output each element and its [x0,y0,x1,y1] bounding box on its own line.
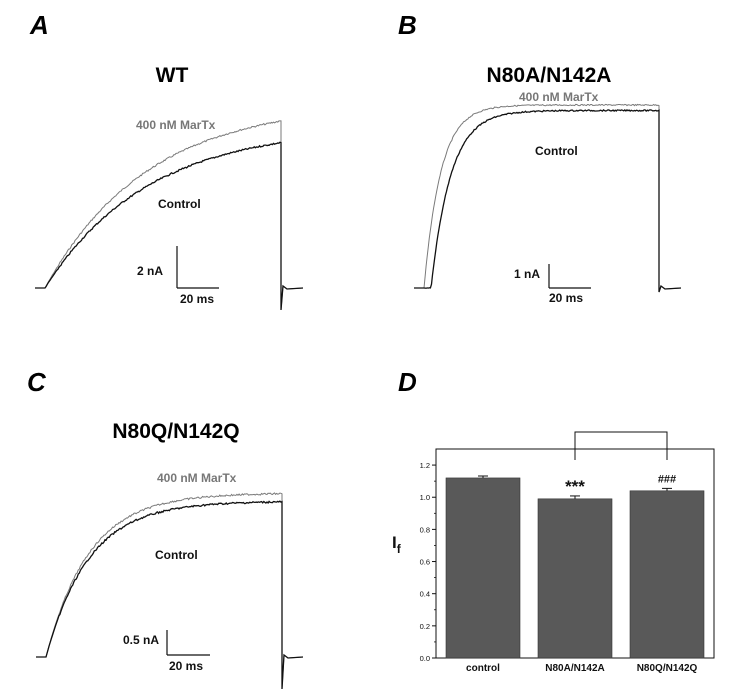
panel-c-letter: C [27,367,47,397]
panel-a-letter: A [29,10,49,40]
y-tick-label: 0.8 [420,525,430,534]
label-b-control: Control [535,144,578,158]
y-axis-ticks: 0.0 0.2 0.4 0.6 0.8 1.0 1.2 [420,461,436,663]
category-label: control [466,663,500,674]
scalebar-c: 0.5 nA 20 ms [123,630,210,673]
trace-a-control [35,141,304,311]
y-tick-label: 0.6 [420,558,430,567]
y-tick-label: 1.2 [420,461,430,470]
y-axis-label-sub: f [397,542,402,556]
y-tick-label: 1.0 [420,493,430,502]
bar-control [445,477,521,659]
trace-b-martx [414,103,682,293]
panel-a-title: WT [156,64,189,87]
trace-a-martx [35,120,304,311]
scalebar-a-ylabel: 2 nA [137,264,163,278]
bars [445,475,705,659]
bar-chart-d: If 0.0 0.2 0.4 0.6 0.8 1.0 1.2 control N80A/N14… [392,431,715,674]
scalebar-c-ylabel: 0.5 nA [123,633,159,647]
annotations: *** ### [565,431,676,496]
panel-b-letter: B [398,10,417,40]
trace-c-control [36,500,304,690]
panel-d-letter: D [398,367,417,397]
y-axis-label: If [392,533,402,556]
significance-stars: *** [565,477,585,496]
category-labels: control N80A/N142A N80Q/N142Q [466,663,697,674]
bar-n80a-n142a [537,498,613,659]
scalebar-b-ylabel: 1 nA [514,267,540,281]
y-tick-label: 0.4 [420,590,430,599]
panel-d: D If 0.0 0.2 0.4 0.6 0.8 1.0 1.2 control N80A/N… [392,367,715,674]
panel-a: A WT 400 nM MarTx Control 2 nA 20 ms [29,10,304,311]
scalebar-c-xlabel: 20 ms [169,659,203,673]
trace-c-martx [36,492,304,690]
label-a-control: Control [158,197,201,211]
y-tick-label: 0.2 [420,622,430,631]
scalebar-a-xlabel: 20 ms [180,292,214,306]
y-axis-label-main: I [392,533,397,552]
label-c-martx: 400 nM MarTx [157,471,237,485]
scalebar-a: 2 nA 20 ms [137,246,219,306]
trace-b-control [414,109,682,293]
category-label: N80Q/N142Q [637,663,698,674]
panel-b: B N80A/N142A 400 nM MarTx Control 1 nA 2… [398,10,682,305]
comparison-bracket [574,431,668,460]
bar-n80q-n142q [629,490,705,659]
scalebar-b-xlabel: 20 ms [549,291,583,305]
panel-c-title: N80Q/N142Q [112,420,239,443]
category-label: N80A/N142A [545,663,604,674]
panel-b-title: N80A/N142A [487,64,612,87]
y-tick-label: 0.0 [420,654,430,663]
label-c-control: Control [155,548,198,562]
label-a-martx: 400 nM MarTx [136,118,216,132]
scalebar-b: 1 nA 20 ms [514,264,591,305]
label-b-martx: 400 nM MarTx [519,90,599,104]
significance-hashes: ### [658,473,676,485]
panel-c: C N80Q/N142Q 400 nM MarTx Control 0.5 nA… [27,367,304,690]
